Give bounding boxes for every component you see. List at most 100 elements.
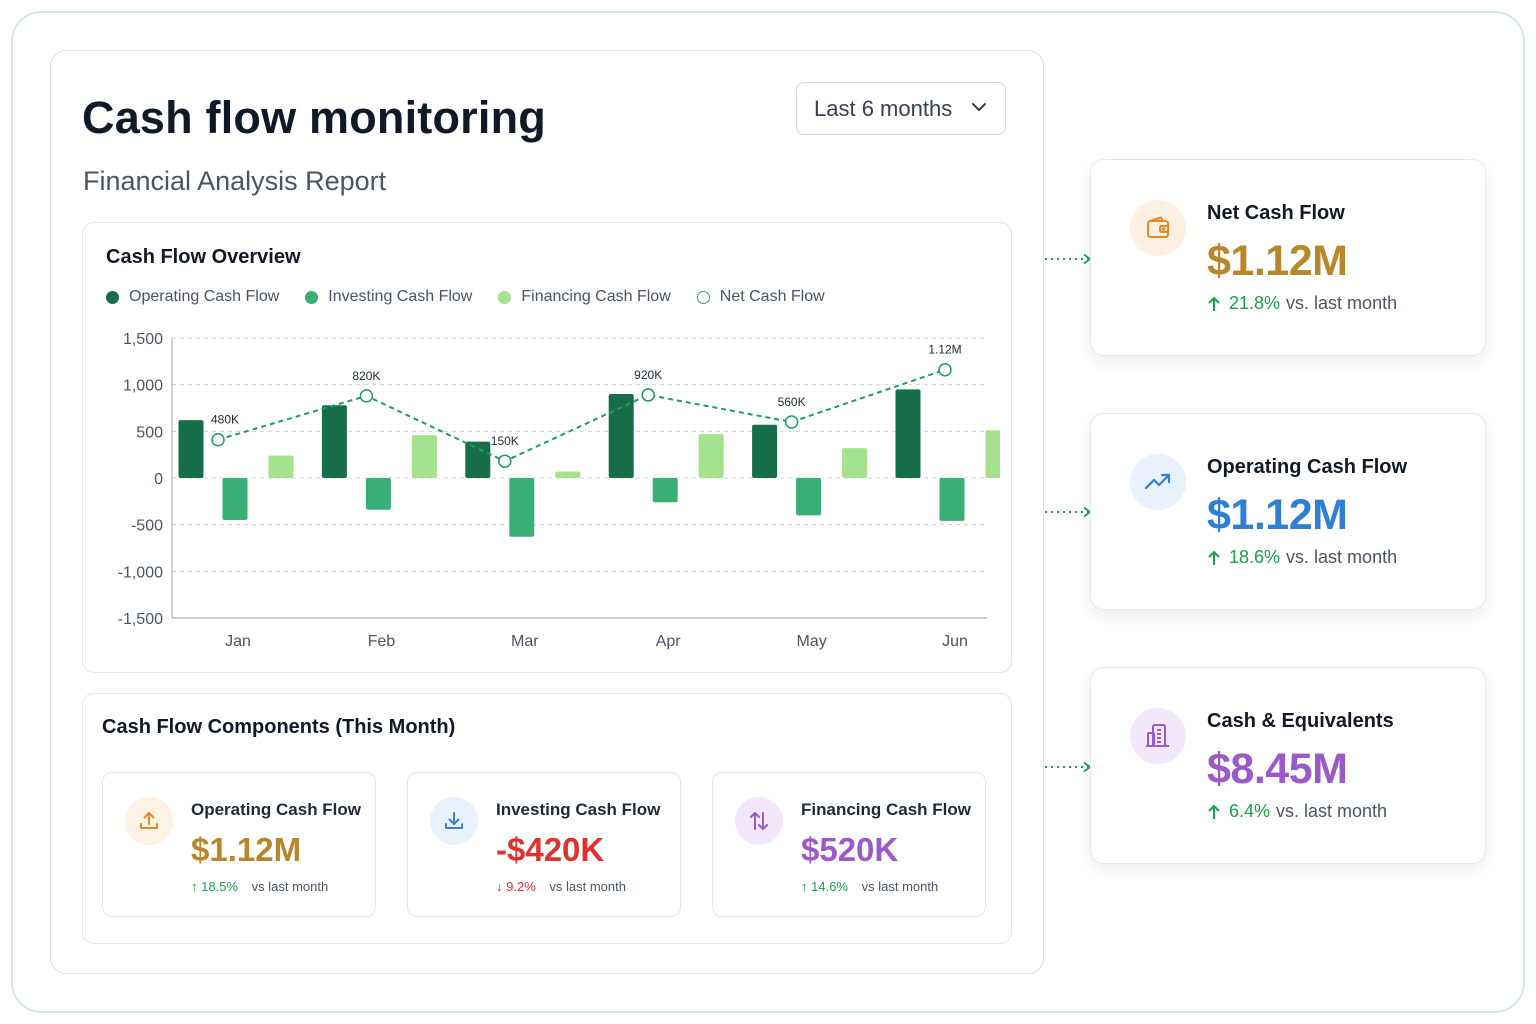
wallet-icon — [1130, 200, 1186, 256]
y-tick-label: -500 — [131, 518, 163, 535]
bar-financing — [268, 455, 294, 478]
component-card-financing[interactable]: Financing Cash Flow $520K ↑ 14.6% vs las… — [712, 772, 986, 917]
arrow-down-icon: ↓ — [496, 879, 503, 894]
y-tick-label: 1,500 — [123, 331, 163, 348]
net-cash-flow-point — [359, 389, 374, 403]
legend-label-operating: Operating Cash Flow — [129, 288, 280, 305]
legend-swatch-net — [696, 290, 710, 304]
x-tick-label: Feb — [368, 633, 396, 650]
components-title: Cash Flow Components (This Month) — [102, 716, 456, 738]
bar-investing — [222, 478, 248, 520]
overview-panel — [82, 222, 1012, 673]
legend-item-investing[interactable]: Investing Cash Flow — [305, 288, 472, 306]
chevron-down-icon — [972, 103, 986, 111]
data-label: 560K — [778, 395, 806, 409]
bar-operating — [895, 389, 921, 478]
kpi-value: $1.12M — [1207, 237, 1348, 285]
kpi-change: 18.6% vs. last month — [1207, 547, 1397, 568]
connector-arrow — [1045, 253, 1092, 265]
x-tick-label: Apr — [656, 633, 682, 650]
component-label: Financing Cash Flow — [801, 800, 972, 819]
kpi-value: $8.45M — [1207, 745, 1348, 793]
bar-operating — [608, 394, 634, 478]
kpi-card-operating-cash-flow[interactable]: Operating Cash Flow $1.12M 18.6% vs. las… — [1090, 413, 1486, 610]
component-change-percent: 18.5% — [201, 879, 238, 894]
kpi-change-percent: 6.4% — [1229, 801, 1271, 821]
arrow-up-icon — [1208, 296, 1220, 311]
bar-financing — [411, 435, 437, 478]
trending-up-icon — [1130, 454, 1186, 510]
legend-label-financing: Financing Cash Flow — [521, 288, 671, 305]
x-tick-label: Mar — [511, 633, 539, 650]
bar-financing — [842, 448, 868, 478]
x-tick-label: May — [796, 633, 826, 650]
bar-financing — [555, 471, 581, 478]
component-change-percent: 14.6% — [811, 879, 848, 894]
data-label: 820K — [352, 369, 380, 383]
net-cash-flow-point — [498, 454, 512, 468]
bar-investing — [365, 478, 391, 510]
page-subtitle: Financial Analysis Report — [83, 166, 387, 196]
kpi-label: Operating Cash Flow — [1207, 456, 1408, 478]
component-card-operating[interactable]: Operating Cash Flow $1.12M ↑ 18.5% vs la… — [102, 772, 376, 917]
component-value: $1.12M — [191, 831, 302, 868]
kpi-change-percent: 21.8% — [1229, 293, 1281, 313]
y-tick-label: -1,000 — [118, 564, 163, 581]
net-cash-flow-point — [211, 432, 225, 447]
arrow-up-icon: ↑ — [801, 879, 808, 894]
kpi-label: Cash & Equivalents — [1207, 710, 1394, 732]
kpi-change: 6.4% vs. last month — [1207, 801, 1387, 822]
bar-operating — [465, 441, 491, 478]
arrow-up-icon — [1208, 804, 1220, 819]
component-change-vs: vs last month — [549, 879, 626, 894]
legend-swatch-financing — [498, 290, 512, 304]
kpi-card-cash-equivalents[interactable]: Cash & Equivalents $8.45M 6.4% vs. last … — [1090, 667, 1486, 864]
legend-label-net: Net Cash Flow — [719, 288, 825, 305]
y-tick-label: 1,000 — [123, 378, 163, 395]
kpi-change-percent: 18.6% — [1229, 547, 1281, 567]
component-change: ↓ 9.2% vs last month — [496, 879, 626, 894]
bar-operating — [178, 420, 204, 478]
legend-item-financing[interactable]: Financing Cash Flow — [498, 288, 671, 306]
connector-arrow — [1045, 506, 1092, 518]
legend-swatch-operating — [106, 290, 119, 304]
swap-vertical-icon — [735, 797, 783, 845]
net-cash-flow-point — [938, 362, 952, 377]
bar-investing — [939, 478, 965, 521]
arrow-up-icon — [1208, 550, 1220, 565]
arrow-up-icon: ↑ — [191, 879, 198, 894]
bar-investing — [796, 478, 822, 516]
overview-title: Cash Flow Overview — [106, 246, 301, 268]
component-label: Operating Cash Flow — [191, 800, 362, 819]
component-change-vs: vs last month — [251, 879, 329, 894]
component-card-investing[interactable]: Investing Cash Flow -$420K ↓ 9.2% vs las… — [407, 772, 681, 917]
legend-item-operating[interactable]: Operating Cash Flow — [106, 288, 279, 306]
x-tick-label: Jun — [942, 633, 968, 650]
period-select[interactable]: Last 6 months — [796, 82, 1006, 135]
bar-financing — [985, 430, 1000, 478]
net-cash-flow-line — [217, 368, 946, 463]
bar-financing — [698, 434, 724, 478]
legend-label-investing: Investing Cash Flow — [328, 288, 473, 305]
period-select-value: Last 6 months — [814, 95, 953, 121]
page-title: Cash flow monitoring — [82, 92, 546, 143]
legend-item-net[interactable]: Net Cash Flow — [696, 288, 825, 306]
data-label: 1.12M — [928, 343, 961, 357]
component-value: -$420K — [496, 831, 605, 868]
connector-arrow — [1045, 761, 1092, 773]
kpi-card-net-cash-flow[interactable]: Net Cash Flow $1.12M 21.8% vs. last mont… — [1090, 159, 1486, 356]
kpi-change: 21.8% vs. last month — [1207, 293, 1397, 314]
net-cash-flow-point — [641, 388, 655, 402]
data-label: 150K — [491, 434, 519, 448]
component-change: ↑ 14.6% vs last month — [801, 879, 938, 894]
bar-operating — [321, 405, 347, 478]
kpi-value: $1.12M — [1207, 491, 1348, 539]
cash-flow-chart: 1,500 1,000 500 0 -500 -1,000 -1,500 Jan Feb Mar A… — [118, 331, 1000, 650]
legend-swatch-investing — [305, 290, 319, 304]
data-label: 920K — [634, 368, 662, 382]
bar-investing — [652, 478, 678, 503]
kpi-change-vs: vs. last month — [1286, 547, 1398, 567]
net-cash-flow-point — [784, 415, 799, 429]
kpi-change-vs: vs. last month — [1286, 293, 1398, 313]
component-value: $520K — [801, 831, 899, 868]
